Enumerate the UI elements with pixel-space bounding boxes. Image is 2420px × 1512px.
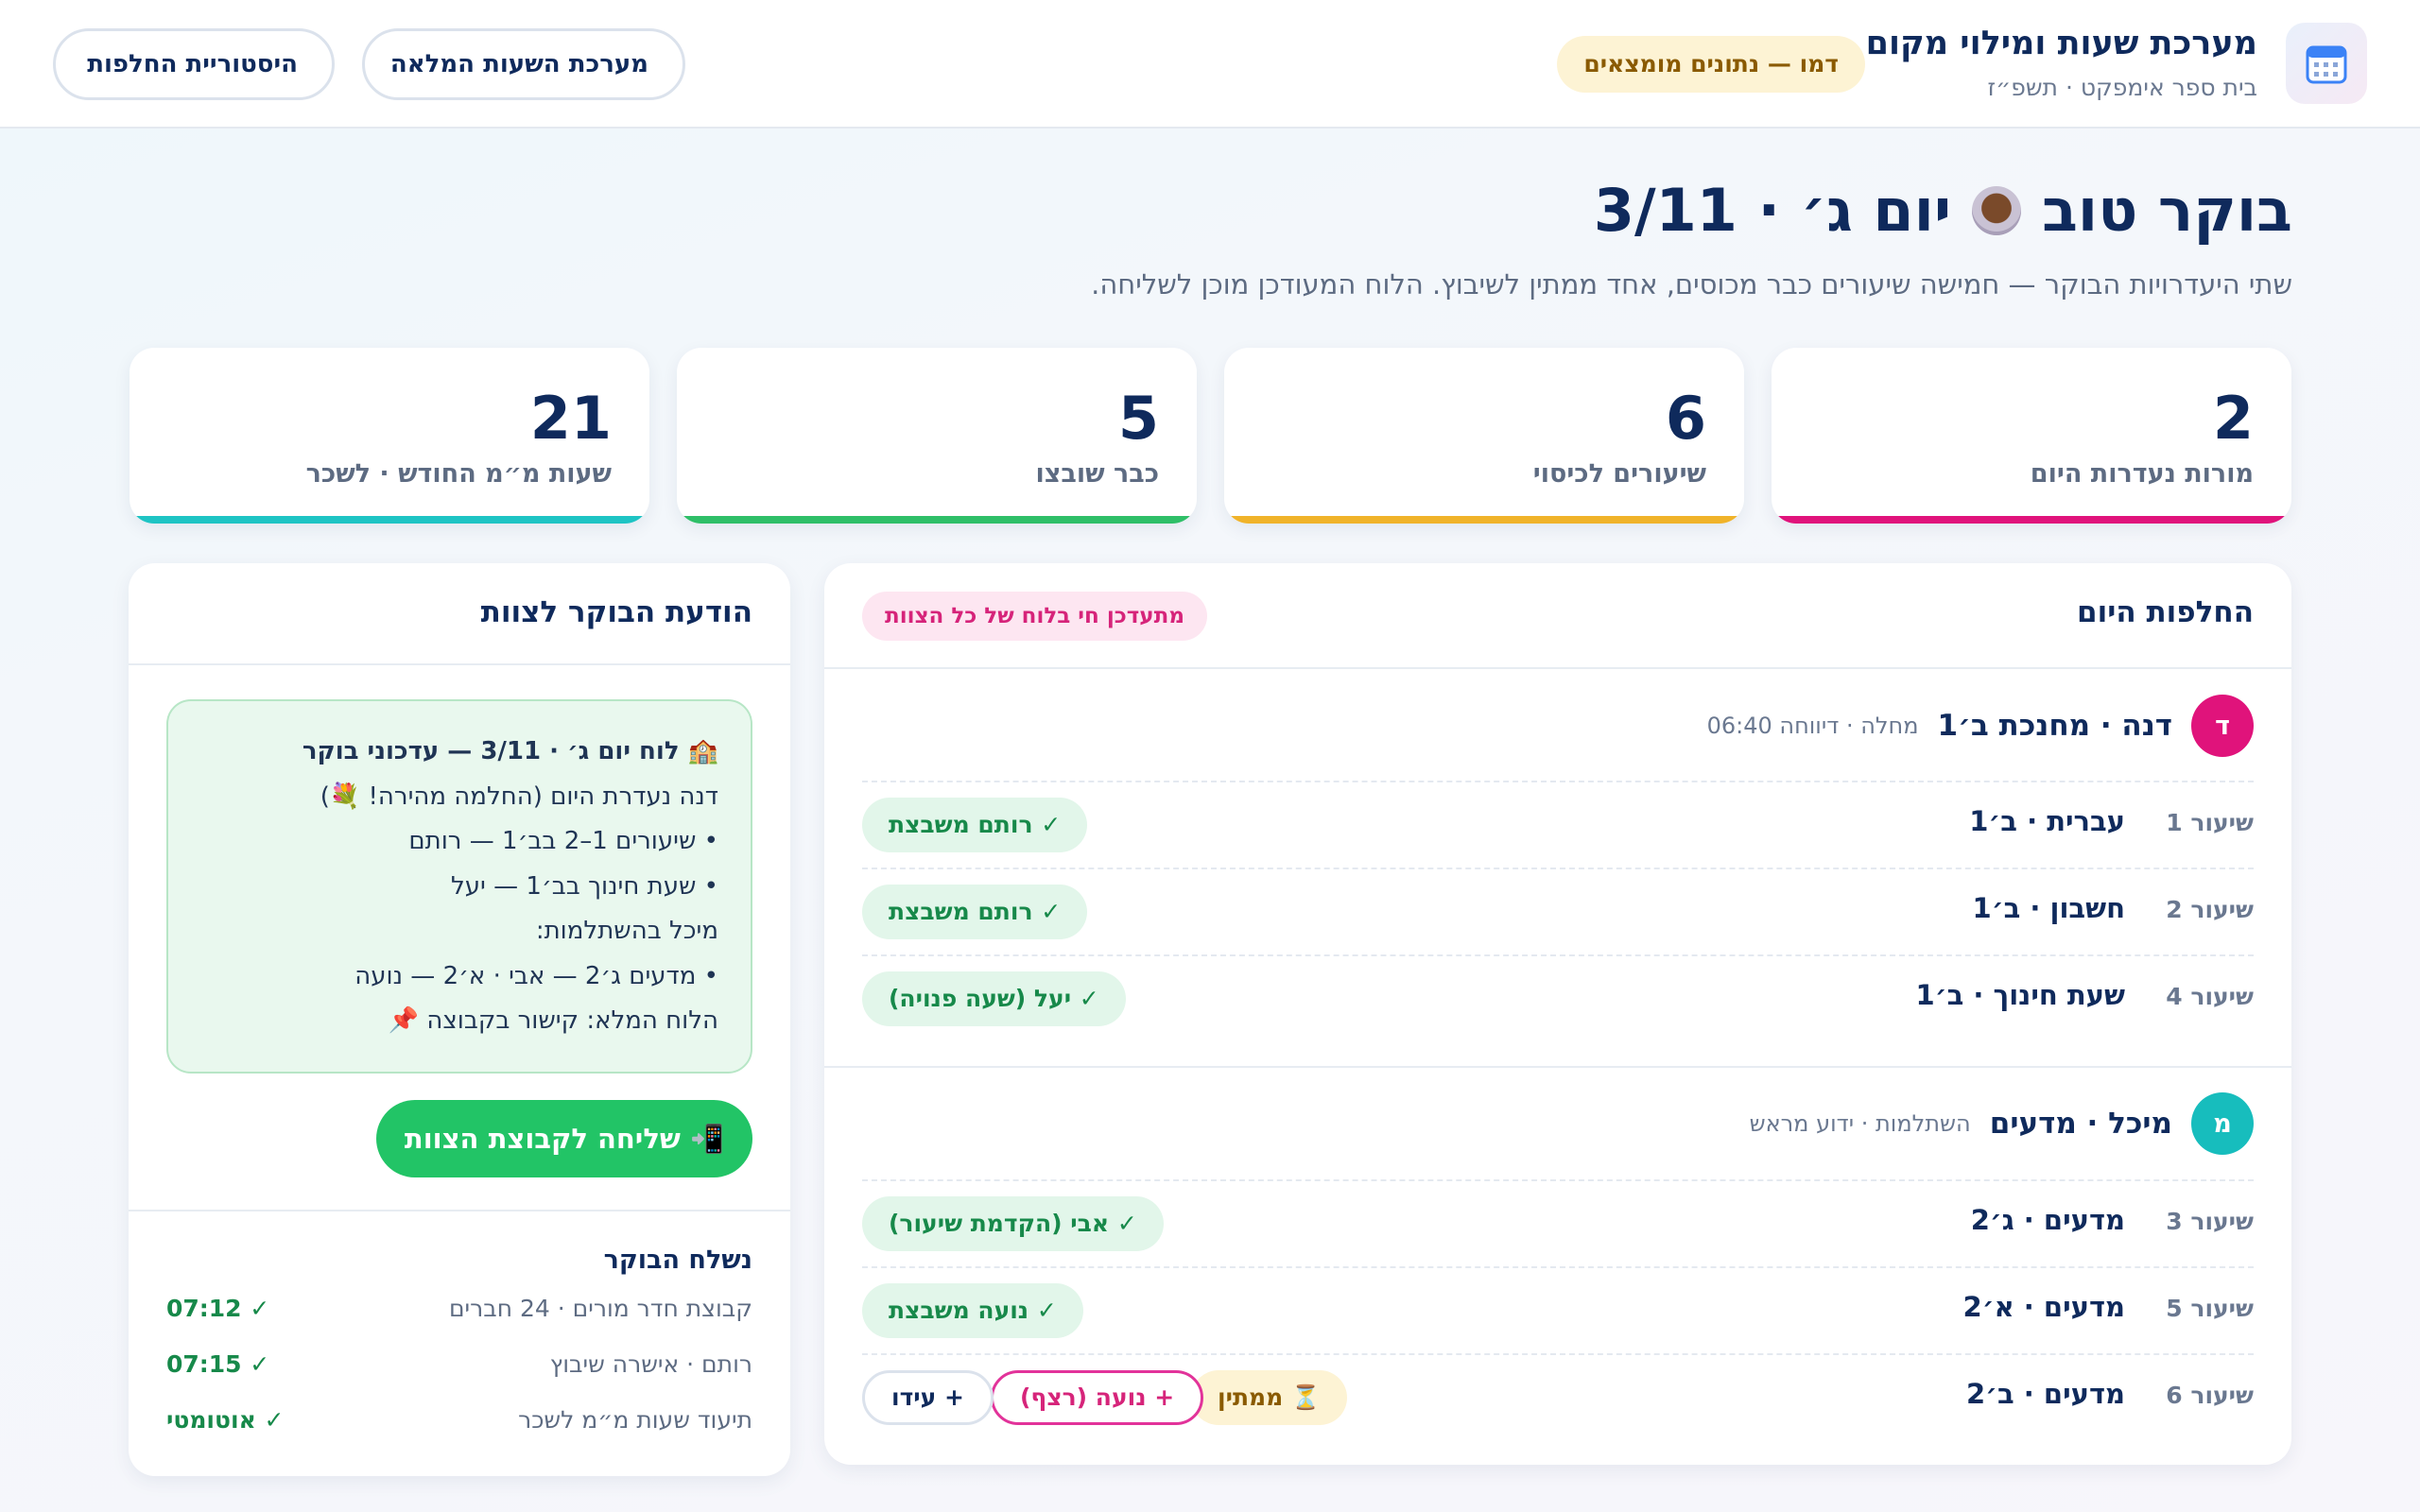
sent-target: רותם · אישרה שיבוץ (549, 1350, 752, 1378)
app-title: מערכת שעות ומילוי מקום (1865, 25, 2257, 62)
sent-title: נשלח הבוקר (603, 1246, 752, 1275)
divider (129, 663, 790, 665)
lesson-number: שיעור 3 (2166, 1208, 2254, 1235)
lesson-subject: מדעים · ב׳2 (1965, 1378, 2125, 1410)
lesson-subject: עברית · ב׳1 (1969, 805, 2125, 837)
lesson-row: שיעור 6 מדעים · ב׳2 ⏳ ממתין + נועה (רצף)… (862, 1353, 2254, 1440)
divider (824, 1066, 2291, 1068)
more-options-button[interactable]: + עידו (862, 1370, 994, 1425)
substitute-chip[interactable]: ✓ יעל (שעה פנויה) (862, 971, 1126, 1026)
stat-card-hours: 21 שעות מ״מ החודש · לשכר (130, 348, 649, 524)
lesson-subject: שעת חינוך · ב׳1 (1915, 979, 2125, 1011)
stat-card-absent: 2 מורות נעדרות היום (1772, 348, 2291, 524)
lesson-row: שיעור 3 מדעים · ג׳2 ✓ אבי (הקדמת שיעור) (862, 1179, 2254, 1266)
sent-target: קבוצת חדר מורים · 24 חברים (448, 1295, 752, 1322)
sent-item: תיעוד שעות מ״מ לשכר ✓ אוטומטי (166, 1399, 752, 1446)
substitute-chip[interactable]: ✓ רותם משבצת (862, 798, 1088, 852)
teacher-header[interactable]: ד דנה · מחנכת ב׳1 מחלה · דיווחה 06:40 (1707, 695, 2254, 757)
stat-value: 6 (1665, 384, 1706, 453)
lesson-number: שיעור 2 (2166, 896, 2254, 923)
message-line: • שעת חינוך בב׳1 — יעל (451, 871, 718, 901)
message-line: • מדעים ג׳2 — אבי · א׳2 — נועה (354, 961, 718, 990)
message-line: מיכל בהשתלמות: (535, 917, 718, 945)
live-update-badge: מתעדכן חי בלוח של כל הצוות (862, 592, 1207, 641)
waiting-chip: ⏳ ממתין (1191, 1370, 1348, 1425)
coffee-cup-icon (1972, 185, 2022, 235)
message-line: הלוח המלא: קישור בקבוצה 📌 (388, 1006, 718, 1035)
calendar-icon (2286, 23, 2367, 104)
lesson-number: שיעור 1 (2166, 809, 2254, 836)
full-schedule-button[interactable]: מערכת השעות המלאה (362, 28, 685, 100)
send-to-team-button[interactable]: 📲 שליחה לקבוצת הצוות (376, 1100, 752, 1177)
suggest-noa-button[interactable]: + נועה (רצף) (991, 1370, 1204, 1425)
substitutions-title: החלפות היום (2077, 595, 2254, 629)
stat-label: כבר שובצו (1035, 459, 1159, 489)
app-subtitle: בית ספר אימפקט · תשפ״ז (1987, 74, 2257, 101)
lesson-row: שיעור 5 מדעים · א׳2 ✓ נועה משבצת (862, 1266, 2254, 1353)
stat-accent-bar (677, 516, 1197, 524)
stat-value: 5 (1117, 384, 1159, 453)
stat-accent-bar (1224, 516, 1744, 524)
morning-message-card: הודעת הבוקר לצוות 🏫 לוח יום ג׳ · 3/11 — … (129, 563, 790, 1476)
lesson-subject: חשבון · ב׳1 (1972, 892, 2125, 924)
stat-accent-bar (130, 516, 649, 524)
sent-status: ✓ אוטומטי (166, 1406, 285, 1434)
greeting-subline: שתי היעדרויות הבוקר — חמישה שיעורים כבר … (1091, 268, 2292, 301)
message-line: דנה נעדרת היום (החלמה מהירה! 💐) (320, 782, 718, 811)
avatar: ד (2191, 695, 2254, 757)
message-line: • שיעורים 1–2 בב׳1 — רותם (408, 827, 718, 855)
stat-card-assigned: 5 כבר שובצו (677, 348, 1197, 524)
greeting-title: בוקר טוב יום ג׳ · 3/11 (1594, 176, 2292, 245)
lesson-row: שיעור 4 שעת חינוך · ב׳1 ✓ יעל (שעה פנויה… (862, 954, 2254, 1041)
history-button[interactable]: היסטוריית החלפות (53, 28, 335, 100)
avatar: מ (2191, 1092, 2254, 1155)
greeting-text: בוקר טוב (2042, 176, 2292, 245)
stat-value: 21 (529, 384, 612, 453)
stat-value: 2 (2212, 384, 2254, 453)
lesson-subject: מדעים · ג׳2 (1970, 1204, 2125, 1236)
message-preview: 🏫 לוח יום ג׳ · 3/11 — עדכוני בוקר דנה נע… (166, 699, 752, 1074)
substitute-chip[interactable]: ✓ רותם משבצת (862, 885, 1088, 939)
teacher-name: דנה · מחנכת ב׳1 (1937, 709, 2172, 743)
teacher-meta: השתלמות · ידוע מראש (1749, 1110, 1971, 1137)
stat-accent-bar (1772, 516, 2291, 524)
lesson-row: שיעור 2 חשבון · ב׳1 ✓ רותם משבצת (862, 868, 2254, 954)
top-header: מערכת שעות ומילוי מקום בית ספר אימפקט · … (0, 0, 2420, 129)
lesson-number: שיעור 4 (2166, 983, 2254, 1010)
demo-badge: דמו — נתונים מומצאים (1557, 36, 1865, 93)
stat-card-to-cover: 6 שיעורים לכיסוי (1224, 348, 1744, 524)
message-line: 🏫 לוח יום ג׳ · 3/11 — עדכוני בוקר (302, 737, 718, 765)
divider (129, 1210, 790, 1211)
stat-label: מורות נעדרות היום (2030, 459, 2254, 489)
substitutions-card: החלפות היום מתעדכן חי בלוח של כל הצוות ד… (824, 563, 2291, 1465)
sent-status: ✓ 07:15 (166, 1350, 270, 1378)
teacher-header[interactable]: מ מיכל · מדעים השתלמות · ידוע מראש (1750, 1092, 2254, 1155)
greeting-date: יום ג׳ · 3/11 (1593, 176, 1952, 245)
lesson-number: שיעור 5 (2166, 1295, 2254, 1322)
sent-target: תיעוד שעות מ״מ לשכר (518, 1406, 752, 1434)
substitute-chip[interactable]: ✓ אבי (הקדמת שיעור) (862, 1196, 1164, 1251)
teacher-meta: מחלה · דיווחה 06:40 (1706, 713, 1919, 739)
lesson-number: שיעור 6 (2166, 1382, 2254, 1409)
stat-label: שעות מ״מ החודש · לשכר (305, 459, 612, 489)
substitute-chip[interactable]: ✓ נועה משבצת (862, 1283, 1083, 1338)
stat-label: שיעורים לכיסוי (1532, 459, 1706, 489)
sent-status: ✓ 07:12 (166, 1295, 270, 1322)
sent-item: קבוצת חדר מורים · 24 חברים ✓ 07:12 (166, 1287, 752, 1334)
sent-item: רותם · אישרה שיבוץ ✓ 07:15 (166, 1343, 752, 1390)
lesson-row: שיעור 1 עברית · ב׳1 ✓ רותם משבצת (862, 781, 2254, 868)
lesson-subject: מדעים · א׳2 (1962, 1291, 2125, 1323)
teacher-name: מיכל · מדעים (1989, 1107, 2172, 1141)
divider (824, 667, 2291, 669)
morning-message-title: הודעת הבוקר לצוות (480, 595, 752, 629)
